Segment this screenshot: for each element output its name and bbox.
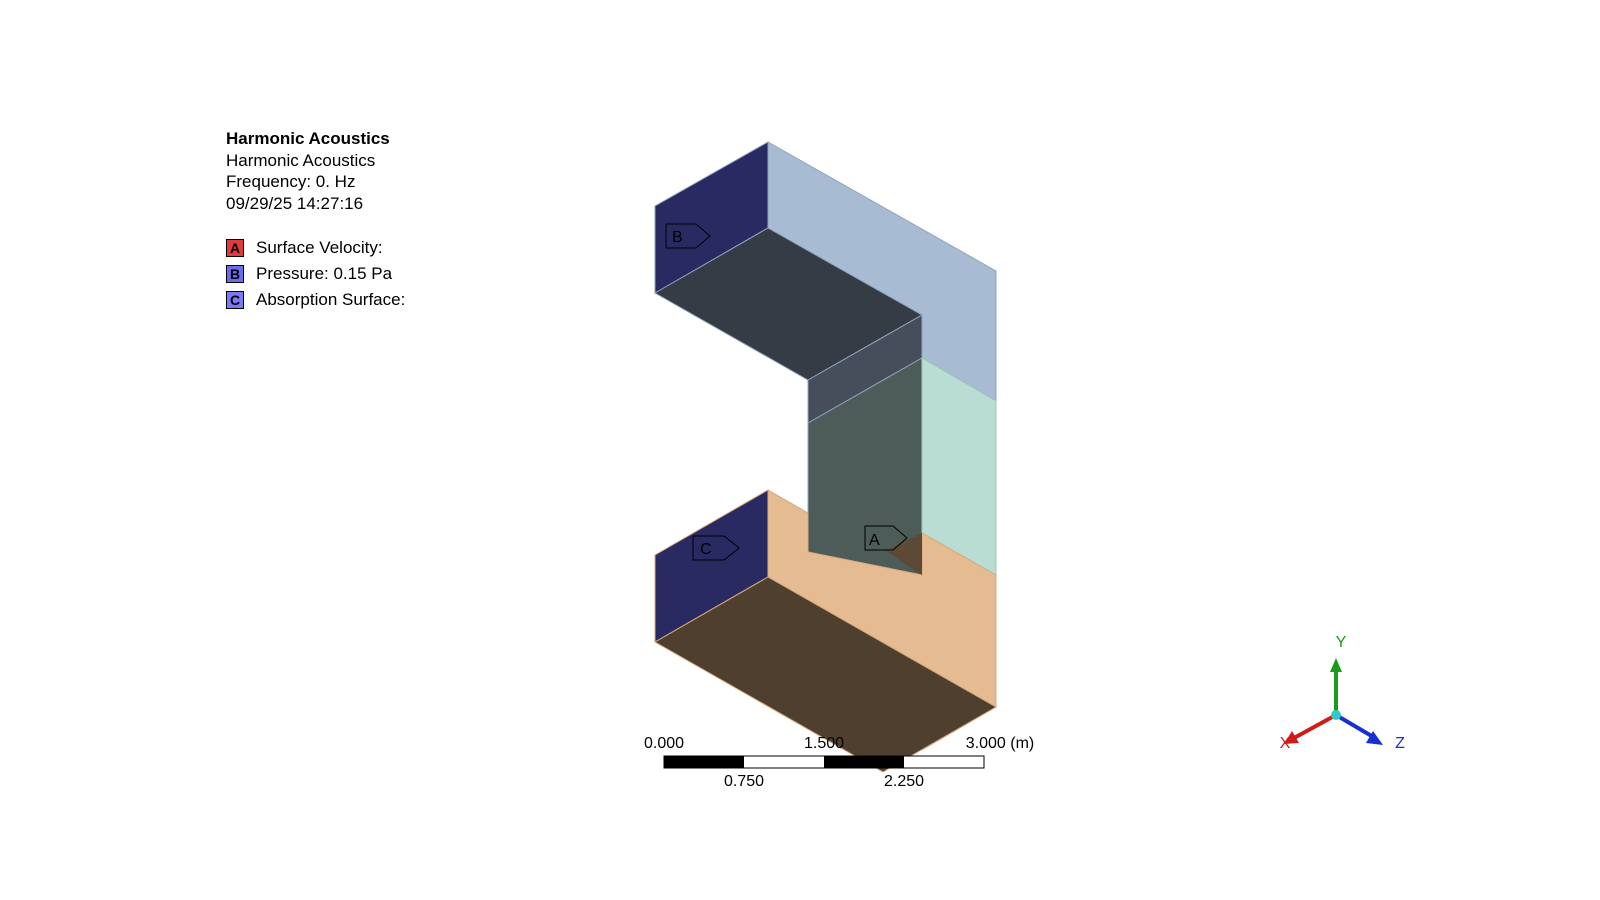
legend-swatch-a: A <box>226 239 244 257</box>
legend-item-absorption-surface[interactable]: C Absorption Surface: <box>226 287 405 313</box>
result-info: Harmonic Acoustics Harmonic Acoustics Fr… <box>226 128 390 214</box>
legend-item-pressure[interactable]: B Pressure: 0.15 Pa <box>226 261 405 287</box>
legend-swatch-b: B <box>226 265 244 283</box>
axis-y-label: Y <box>1336 634 1347 651</box>
analysis-subtitle: Harmonic Acoustics <box>226 150 376 170</box>
frequency-label: Frequency: 0. Hz <box>226 172 356 191</box>
lower-block-shadow-face <box>886 533 922 575</box>
axis-x-label: X <box>1280 735 1291 752</box>
svg-text:A: A <box>869 532 880 549</box>
timestamp-label: 09/29/25 14:27:16 <box>226 193 364 213</box>
tag-b[interactable]: B <box>665 223 711 249</box>
lower-block-bottom-face[interactable] <box>653 576 998 773</box>
svg-text:C: C <box>700 541 712 558</box>
analysis-title: Harmonic Acoustics <box>226 129 390 148</box>
boundary-legend: A Surface Velocity: B Pressure: 0.15 Pa … <box>226 235 405 313</box>
axis-z-label: Z <box>1395 735 1405 752</box>
legend-label-a: Surface Velocity: <box>256 238 383 257</box>
scale-bar: 0.000 1.500 3.000 (m) 0.750 2.250 <box>644 735 1034 790</box>
axis-triad[interactable]: Y X Z <box>1280 634 1405 752</box>
tag-c[interactable]: C <box>692 535 740 561</box>
legend-label-c: Absorption Surface: <box>256 290 406 309</box>
scale-label-1500: 1.500 <box>804 735 844 752</box>
scale-label-2250: 2.250 <box>884 773 924 790</box>
scale-label-0: 0.000 <box>644 735 684 752</box>
svg-text:B: B <box>672 229 683 246</box>
scale-label-0750: 0.750 <box>724 773 764 790</box>
legend-label-b: Pressure: 0.15 Pa <box>256 264 393 283</box>
legend-item-surface-velocity[interactable]: A Surface Velocity: <box>226 235 405 261</box>
legend-swatch-c: C <box>226 291 244 309</box>
scale-label-3000: 3.000 (m) <box>966 735 1034 752</box>
tag-a[interactable]: A <box>864 525 908 551</box>
